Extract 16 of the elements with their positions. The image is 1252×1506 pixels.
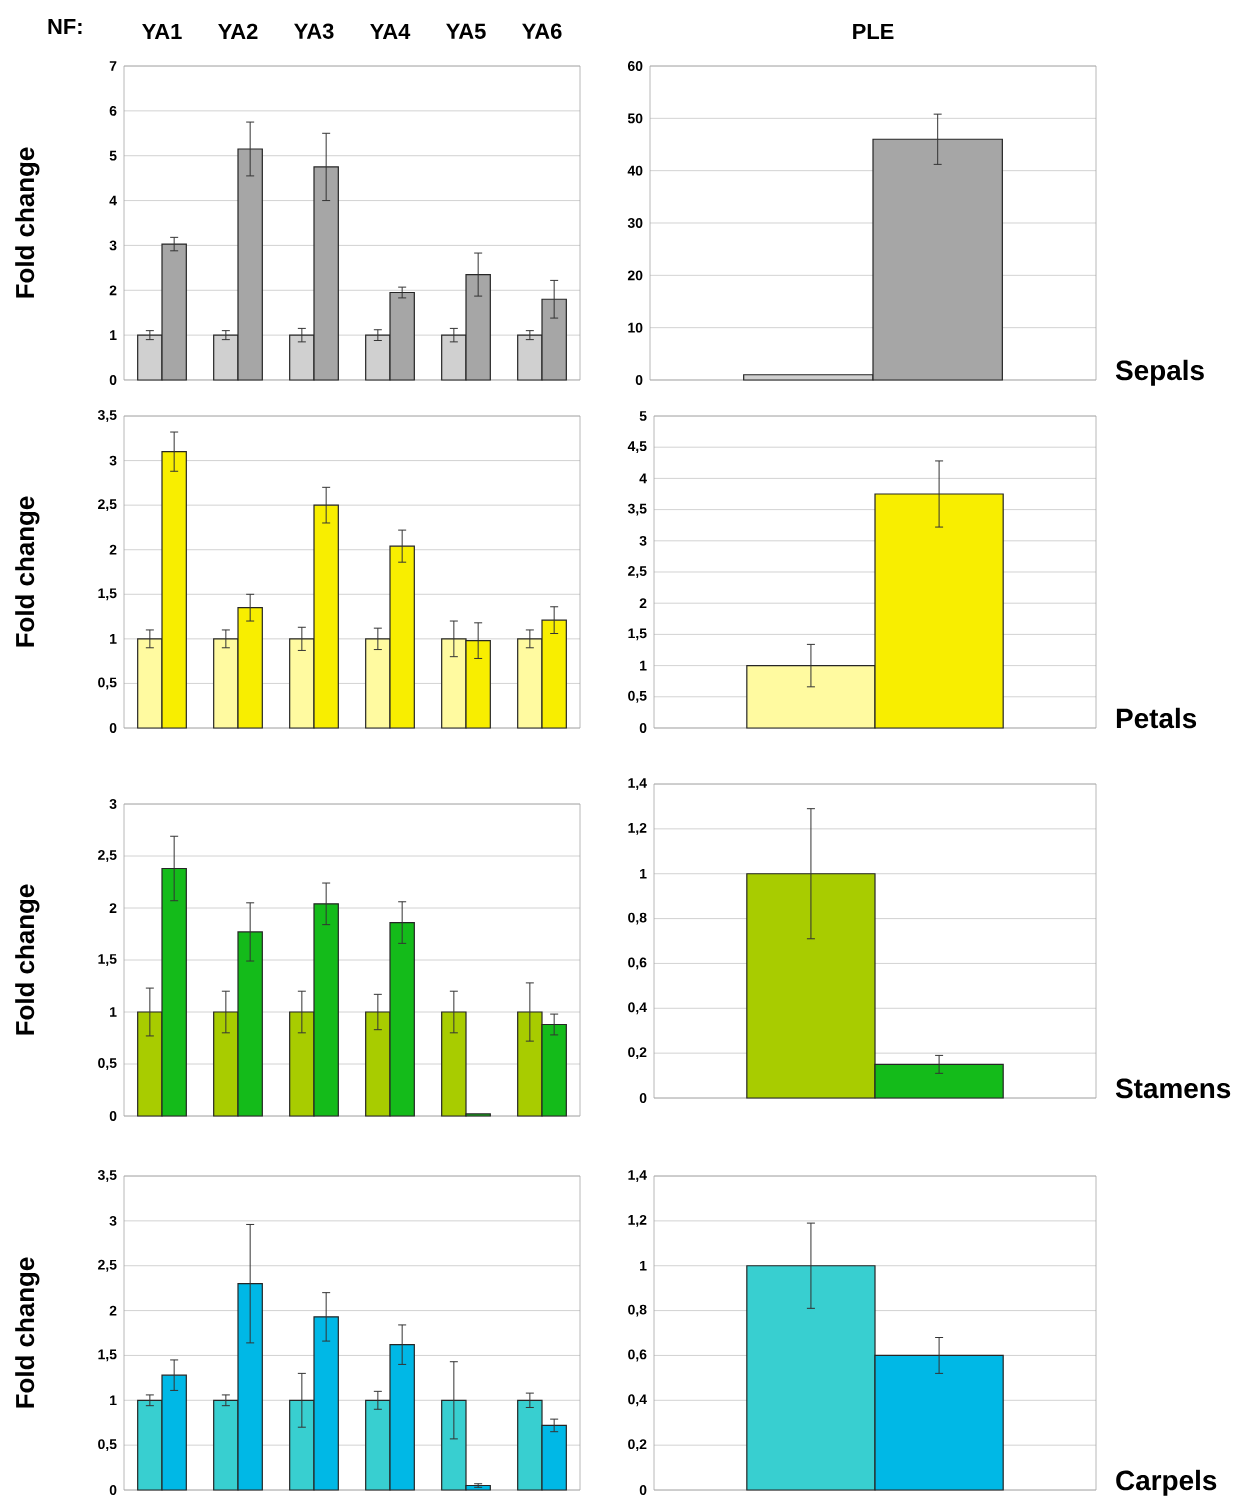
text: Sepals <box>1115 359 1204 386</box>
x-tick-label: YA3 <box>294 23 334 39</box>
text: Carpels <box>1116 1469 1217 1496</box>
x-tick-label: YA5 <box>446 23 486 39</box>
x-tick-label: YA6 <box>522 23 562 39</box>
x-tick-label: YA4 <box>370 23 411 39</box>
x-tick-label: YA1 <box>142 23 182 39</box>
text: Stamens <box>1115 1078 1231 1099</box>
text: NF: <box>48 18 82 34</box>
y-axis-title: Fold change <box>15 1257 40 1408</box>
x-tick-label: YA2 <box>218 23 258 39</box>
x-tick-label: PLE <box>853 23 894 39</box>
y-axis-title: Fold change <box>15 147 40 298</box>
y-axis-title: Fold change <box>15 496 40 647</box>
y-axis-title: Fold change <box>15 884 40 1035</box>
text: Petals <box>1116 707 1197 729</box>
